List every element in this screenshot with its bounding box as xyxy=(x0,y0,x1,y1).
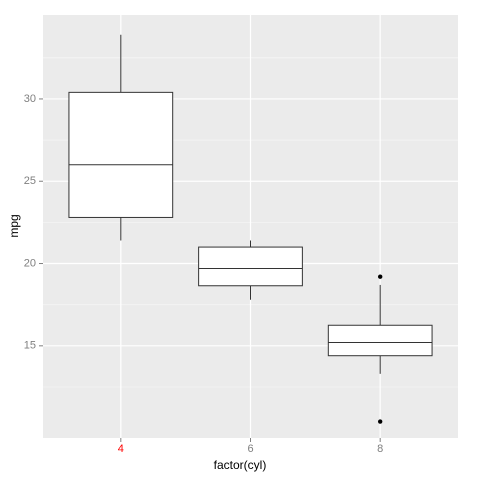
x-axis-label: factor(cyl) xyxy=(214,458,267,472)
y-axis-label: mpg xyxy=(7,214,21,237)
outlier xyxy=(377,274,383,279)
y-tick-label: 25 xyxy=(24,175,36,187)
y-tick-label: 20 xyxy=(24,257,36,269)
box xyxy=(68,91,174,218)
x-tick-label: 6 xyxy=(247,443,253,455)
x-tick-label: 8 xyxy=(377,443,383,455)
y-tick-label: 15 xyxy=(24,340,36,352)
box xyxy=(198,246,303,287)
y-tick-label: 30 xyxy=(24,93,36,105)
outlier xyxy=(377,419,383,424)
box xyxy=(327,324,433,357)
x-tick-label: 4 xyxy=(118,443,124,455)
